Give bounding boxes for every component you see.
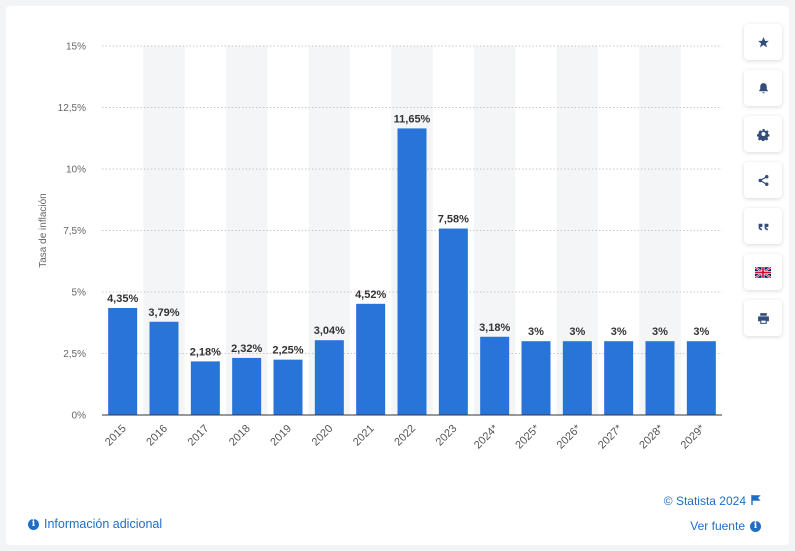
y-tick-label: 5% — [72, 288, 87, 299]
view-source-link[interactable]: Ver fuente i — [690, 519, 761, 533]
bar — [438, 228, 468, 415]
x-tick-label: 2021 — [351, 423, 377, 449]
bar — [314, 340, 344, 415]
bar — [562, 341, 592, 415]
x-tick-label: 2015 — [103, 423, 129, 449]
info-icon: i — [28, 518, 39, 530]
star-icon — [757, 36, 769, 47]
bar — [397, 128, 427, 415]
data-label: 3% — [693, 326, 709, 338]
x-tick-label: 2025* — [513, 422, 542, 451]
data-label: 2,25% — [272, 345, 303, 357]
x-tick-label: 2028* — [637, 422, 666, 451]
x-tick-label: 2022 — [392, 423, 418, 449]
y-tick-label: 10% — [66, 165, 86, 176]
cite-button[interactable] — [744, 208, 782, 244]
y-tick-label: 7,5% — [63, 226, 86, 237]
x-tick-label: 2017 — [186, 423, 212, 449]
x-tick-label: 2019 — [268, 423, 294, 449]
bar — [604, 341, 634, 415]
bar — [149, 321, 179, 415]
bar — [521, 341, 551, 415]
x-tick-label: 2024* — [472, 422, 501, 451]
x-tick-label: 2020 — [310, 423, 336, 449]
language-button[interactable] — [744, 254, 782, 290]
info-icon: i — [750, 520, 761, 532]
x-tick-label: 2016 — [144, 423, 170, 449]
bar — [273, 359, 303, 415]
additional-info-link[interactable]: i Información adicional — [28, 517, 162, 531]
bar — [190, 361, 220, 415]
additional-info-label: Información adicional — [44, 517, 163, 531]
notification-button[interactable] — [744, 70, 782, 106]
share-button[interactable] — [744, 162, 782, 198]
x-tick-label: 2018 — [227, 423, 253, 449]
bar-chart: 0% 2,5% 5% 7,5% 10% 12,5% 15% Tasa de inflación… — [38, 42, 722, 451]
bar — [480, 336, 510, 415]
y-tick-label: 15% — [66, 42, 86, 53]
flag-uk-icon — [755, 266, 771, 278]
data-label: 7,58% — [438, 214, 469, 226]
data-label: 2,18% — [190, 346, 221, 358]
data-label: 4,52% — [355, 289, 386, 301]
copyright[interactable]: © Statista 2024 — [664, 494, 761, 508]
data-label: 3% — [528, 326, 544, 338]
data-label: 3,79% — [148, 307, 179, 319]
bar — [686, 341, 716, 415]
bar — [108, 307, 138, 415]
x-tick-label: 2029* — [679, 422, 708, 451]
bar — [356, 303, 386, 415]
data-label: 11,65% — [394, 113, 431, 125]
print-button[interactable] — [744, 300, 782, 336]
x-tick-label: 2026* — [555, 422, 584, 451]
favorite-button[interactable] — [744, 24, 782, 60]
report-flag-icon — [751, 494, 761, 508]
data-label: 4,35% — [107, 293, 138, 305]
bell-icon — [758, 82, 768, 93]
chart-toolbar — [744, 24, 784, 336]
gear-icon — [756, 128, 769, 141]
bar — [645, 341, 675, 415]
data-label: 3% — [569, 326, 585, 338]
bar — [232, 357, 262, 415]
x-tick-label: 2023 — [434, 423, 460, 449]
y-tick-label: 12,5% — [58, 103, 86, 114]
print-icon — [757, 312, 769, 324]
y-tick-label: 0% — [72, 411, 87, 422]
share-icon — [758, 174, 768, 186]
data-label: 3% — [652, 326, 668, 338]
data-label: 3,04% — [314, 325, 345, 337]
data-label: 2,32% — [231, 343, 262, 355]
chart-card: 0% 2,5% 5% 7,5% 10% 12,5% 15% Tasa de inflación… — [6, 6, 789, 545]
settings-button[interactable] — [744, 116, 782, 152]
y-tick-label: 2,5% — [63, 349, 86, 360]
data-label: 3% — [611, 326, 627, 338]
y-axis-label: Tasa de inflación — [38, 193, 49, 268]
copyright-text: © Statista 2024 — [663, 494, 746, 508]
data-label: 3,18% — [479, 322, 510, 334]
x-tick-label: 2027* — [596, 422, 625, 451]
view-source-label: Ver fuente — [690, 519, 745, 533]
quote-icon — [758, 223, 768, 230]
